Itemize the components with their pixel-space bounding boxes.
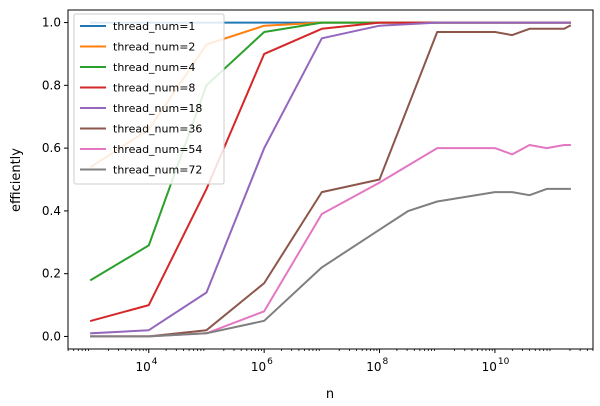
y-axis-ticks: 0.0 0.2 0.4 0.6 0.8 1.0 xyxy=(42,16,68,343)
y-tick-label: 0.4 xyxy=(42,204,61,218)
series-line-5 xyxy=(90,21,571,335)
x-tick-base: 10 xyxy=(251,360,266,374)
legend-entry: thread_num=54 xyxy=(80,143,202,156)
legend-entry: thread_num=2 xyxy=(80,41,195,54)
legend-label: thread_num=18 xyxy=(113,102,202,115)
legend-label: thread_num=1 xyxy=(113,20,195,33)
legend-label: thread_num=2 xyxy=(113,41,195,54)
x-tick-exponent: 10 xyxy=(498,357,510,367)
legend-label: thread_num=36 xyxy=(113,123,202,136)
legend-label: thread_num=4 xyxy=(113,61,195,74)
y-tick-label: 1.0 xyxy=(42,16,61,30)
x-axis-label: n xyxy=(326,387,334,402)
y-tick-label: 0.0 xyxy=(42,329,61,343)
x-tick-exponent: 6 xyxy=(267,357,273,367)
legend-label: thread_num=54 xyxy=(113,143,202,156)
x-tick-label: 10 6 xyxy=(251,357,273,374)
x-axis-ticks: 10 4 10 6 10 8 10 10 xyxy=(67,349,594,374)
x-tick-label: 10 4 xyxy=(135,357,157,374)
legend: thread_num=1 thread_num=2 thread_num=4thre… xyxy=(73,13,225,185)
legend-box xyxy=(73,13,225,185)
y-tick-label: 0.6 xyxy=(42,141,61,155)
legend-label: thread_num=8 xyxy=(113,82,195,95)
x-tick-exponent: 4 xyxy=(152,357,158,367)
x-tick-base: 10 xyxy=(135,360,150,374)
series-line-6 xyxy=(90,24,572,338)
legend-entry: thread_num=8 xyxy=(80,82,195,95)
x-tick-label: 10 10 xyxy=(482,357,510,374)
legend-entry: thread_num=18 xyxy=(80,102,202,115)
legend-entry: thread_num=1 xyxy=(80,20,195,33)
legend-label: thread_num=72 xyxy=(113,164,202,177)
x-tick-base: 10 xyxy=(366,360,381,374)
y-axis-label: efficiently xyxy=(9,148,24,212)
y-tick-label: 0.2 xyxy=(42,267,61,281)
legend-entry: thread_num=36 xyxy=(80,123,202,136)
x-tick-label: 10 8 xyxy=(366,357,388,374)
x-tick-exponent: 8 xyxy=(383,357,389,367)
legend-entry: thread_num=72 xyxy=(80,164,202,177)
y-tick-label: 0.8 xyxy=(42,78,61,92)
plot-frame xyxy=(67,9,594,350)
series-line-8 xyxy=(90,187,571,338)
legend-entry: thread_num=4 xyxy=(80,61,195,74)
x-tick-base: 10 xyxy=(482,360,497,374)
